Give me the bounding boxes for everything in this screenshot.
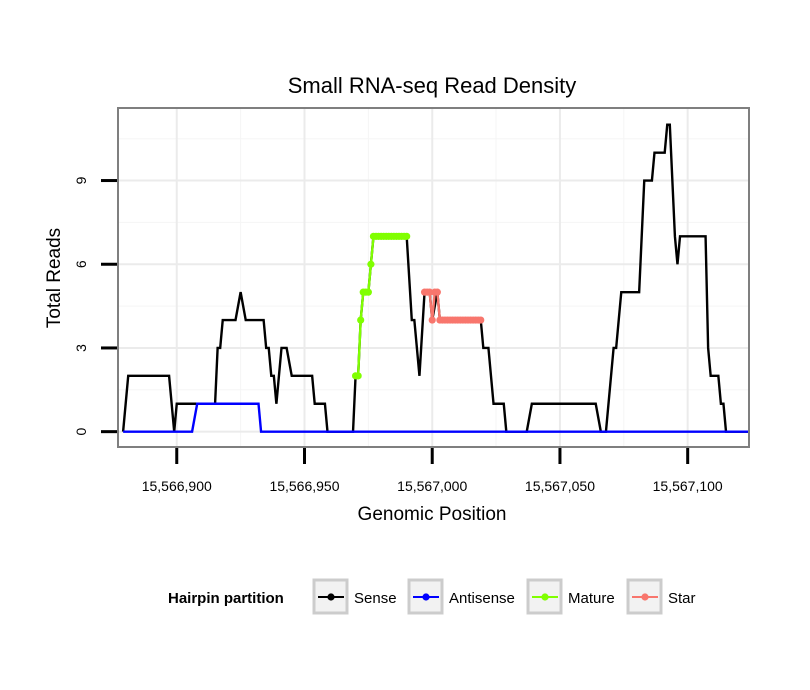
x-tick-label: 15,567,050 — [525, 478, 595, 494]
legend-label: Star — [668, 590, 696, 607]
legend-key-point — [641, 593, 649, 601]
legend-item-mature: Mature — [526, 578, 615, 615]
x-tick-label: 15,566,900 — [142, 478, 212, 494]
series-mature — [351, 232, 411, 380]
legend-key-point — [541, 593, 549, 601]
data-point-mature — [367, 260, 375, 268]
legend-label: Antisense — [449, 590, 515, 607]
data-point-star — [428, 316, 436, 324]
data-point-star — [426, 288, 434, 296]
x-axis: 15,566,900 15,566,950 15,567,000 15,567,050… — [142, 448, 723, 494]
data-point-mature — [364, 288, 372, 296]
x-axis-title: Genomic Position — [358, 504, 507, 525]
data-point-mature — [357, 316, 365, 324]
legend-label: Sense — [354, 590, 397, 607]
chart-title: Small RNA-seq Read Density — [288, 73, 577, 98]
series-antisense — [123, 402, 749, 433]
legend-item-antisense: Antisense — [407, 578, 515, 615]
y-tick-label: 3 — [73, 344, 89, 352]
series-star — [420, 288, 485, 324]
legend: Hairpin partition Sense Antisense Mature St… — [168, 578, 696, 615]
legend-title: Hairpin partition — [168, 590, 284, 607]
data-point-star — [477, 316, 485, 324]
legend-key-point — [327, 593, 335, 601]
x-tick-label: 15,566,950 — [269, 478, 339, 494]
x-tick-label: 15,567,100 — [653, 478, 723, 494]
x-tick-label: 15,567,000 — [397, 478, 467, 494]
series-line-antisense — [123, 402, 749, 433]
data-point-mature — [354, 372, 362, 380]
legend-item-star: Star — [626, 578, 696, 615]
plot-border — [117, 107, 750, 448]
legend-key-point — [422, 593, 430, 601]
plot-panel — [118, 108, 749, 447]
data-point-mature — [403, 232, 411, 240]
series-layer — [121, 123, 749, 433]
y-tick-label: 0 — [73, 428, 89, 436]
y-axis-title: Total Reads — [44, 228, 65, 328]
legend-item-sense: Sense — [312, 578, 397, 615]
y-tick-label: 6 — [73, 260, 89, 268]
y-axis: 0 3 6 9 — [73, 176, 117, 436]
legend-label: Mature — [568, 590, 615, 607]
y-tick-label: 9 — [73, 176, 89, 184]
series-sense — [121, 123, 749, 433]
data-point-star — [433, 288, 441, 296]
series-line-sense — [121, 123, 749, 433]
